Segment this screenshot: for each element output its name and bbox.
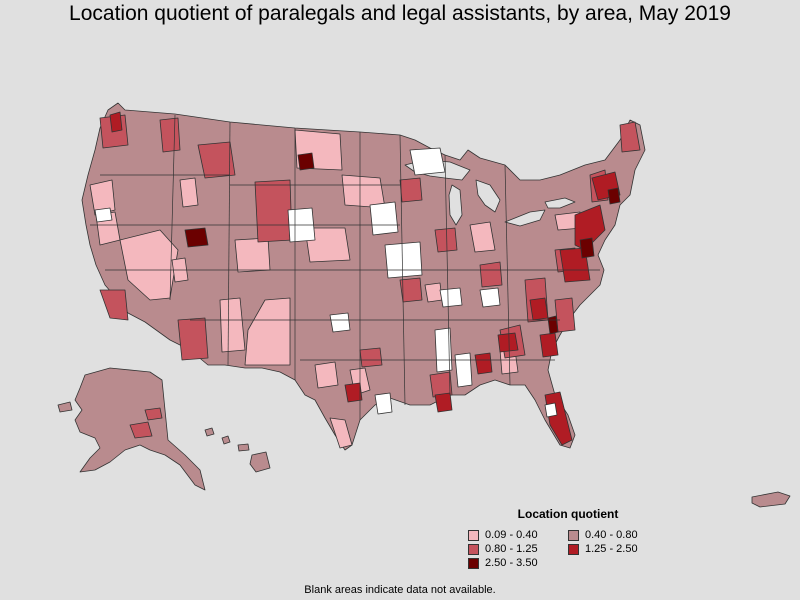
legend-swatch: [568, 529, 579, 541]
legend-swatch: [468, 543, 479, 555]
great-lakes-shape: [404, 159, 576, 227]
legend-item-1: 0.40 - 0.80: [568, 529, 668, 541]
legend-swatch: [568, 543, 579, 555]
legend-label: 0.80 - 1.25: [485, 543, 538, 555]
legend-item-4: 2.50 - 3.50: [468, 557, 568, 569]
legend-title: Location quotient: [517, 507, 619, 521]
legend-item-2: 0.80 - 1.25: [468, 543, 568, 555]
legend-item-0: 0.09 - 0.40: [468, 529, 568, 541]
footnote: Blank areas indicate data not available.: [304, 584, 496, 596]
legend-label: 0.40 - 0.80: [585, 529, 638, 541]
legend-label: 2.50 - 3.50: [485, 557, 538, 569]
legend-swatch: [468, 529, 479, 541]
legend-label: 1.25 - 2.50: [585, 543, 638, 555]
map-title: Location quotient of paralegals and lega…: [69, 2, 731, 25]
legend-label: 0.09 - 0.40: [485, 529, 538, 541]
legend: Location quotient 0.09 - 0.40 0.40 - 0.8…: [468, 507, 668, 569]
legend-swatch: [468, 557, 479, 569]
legend-item-3: 1.25 - 2.50: [568, 543, 668, 555]
puerto-rico-shape: [751, 491, 791, 508]
